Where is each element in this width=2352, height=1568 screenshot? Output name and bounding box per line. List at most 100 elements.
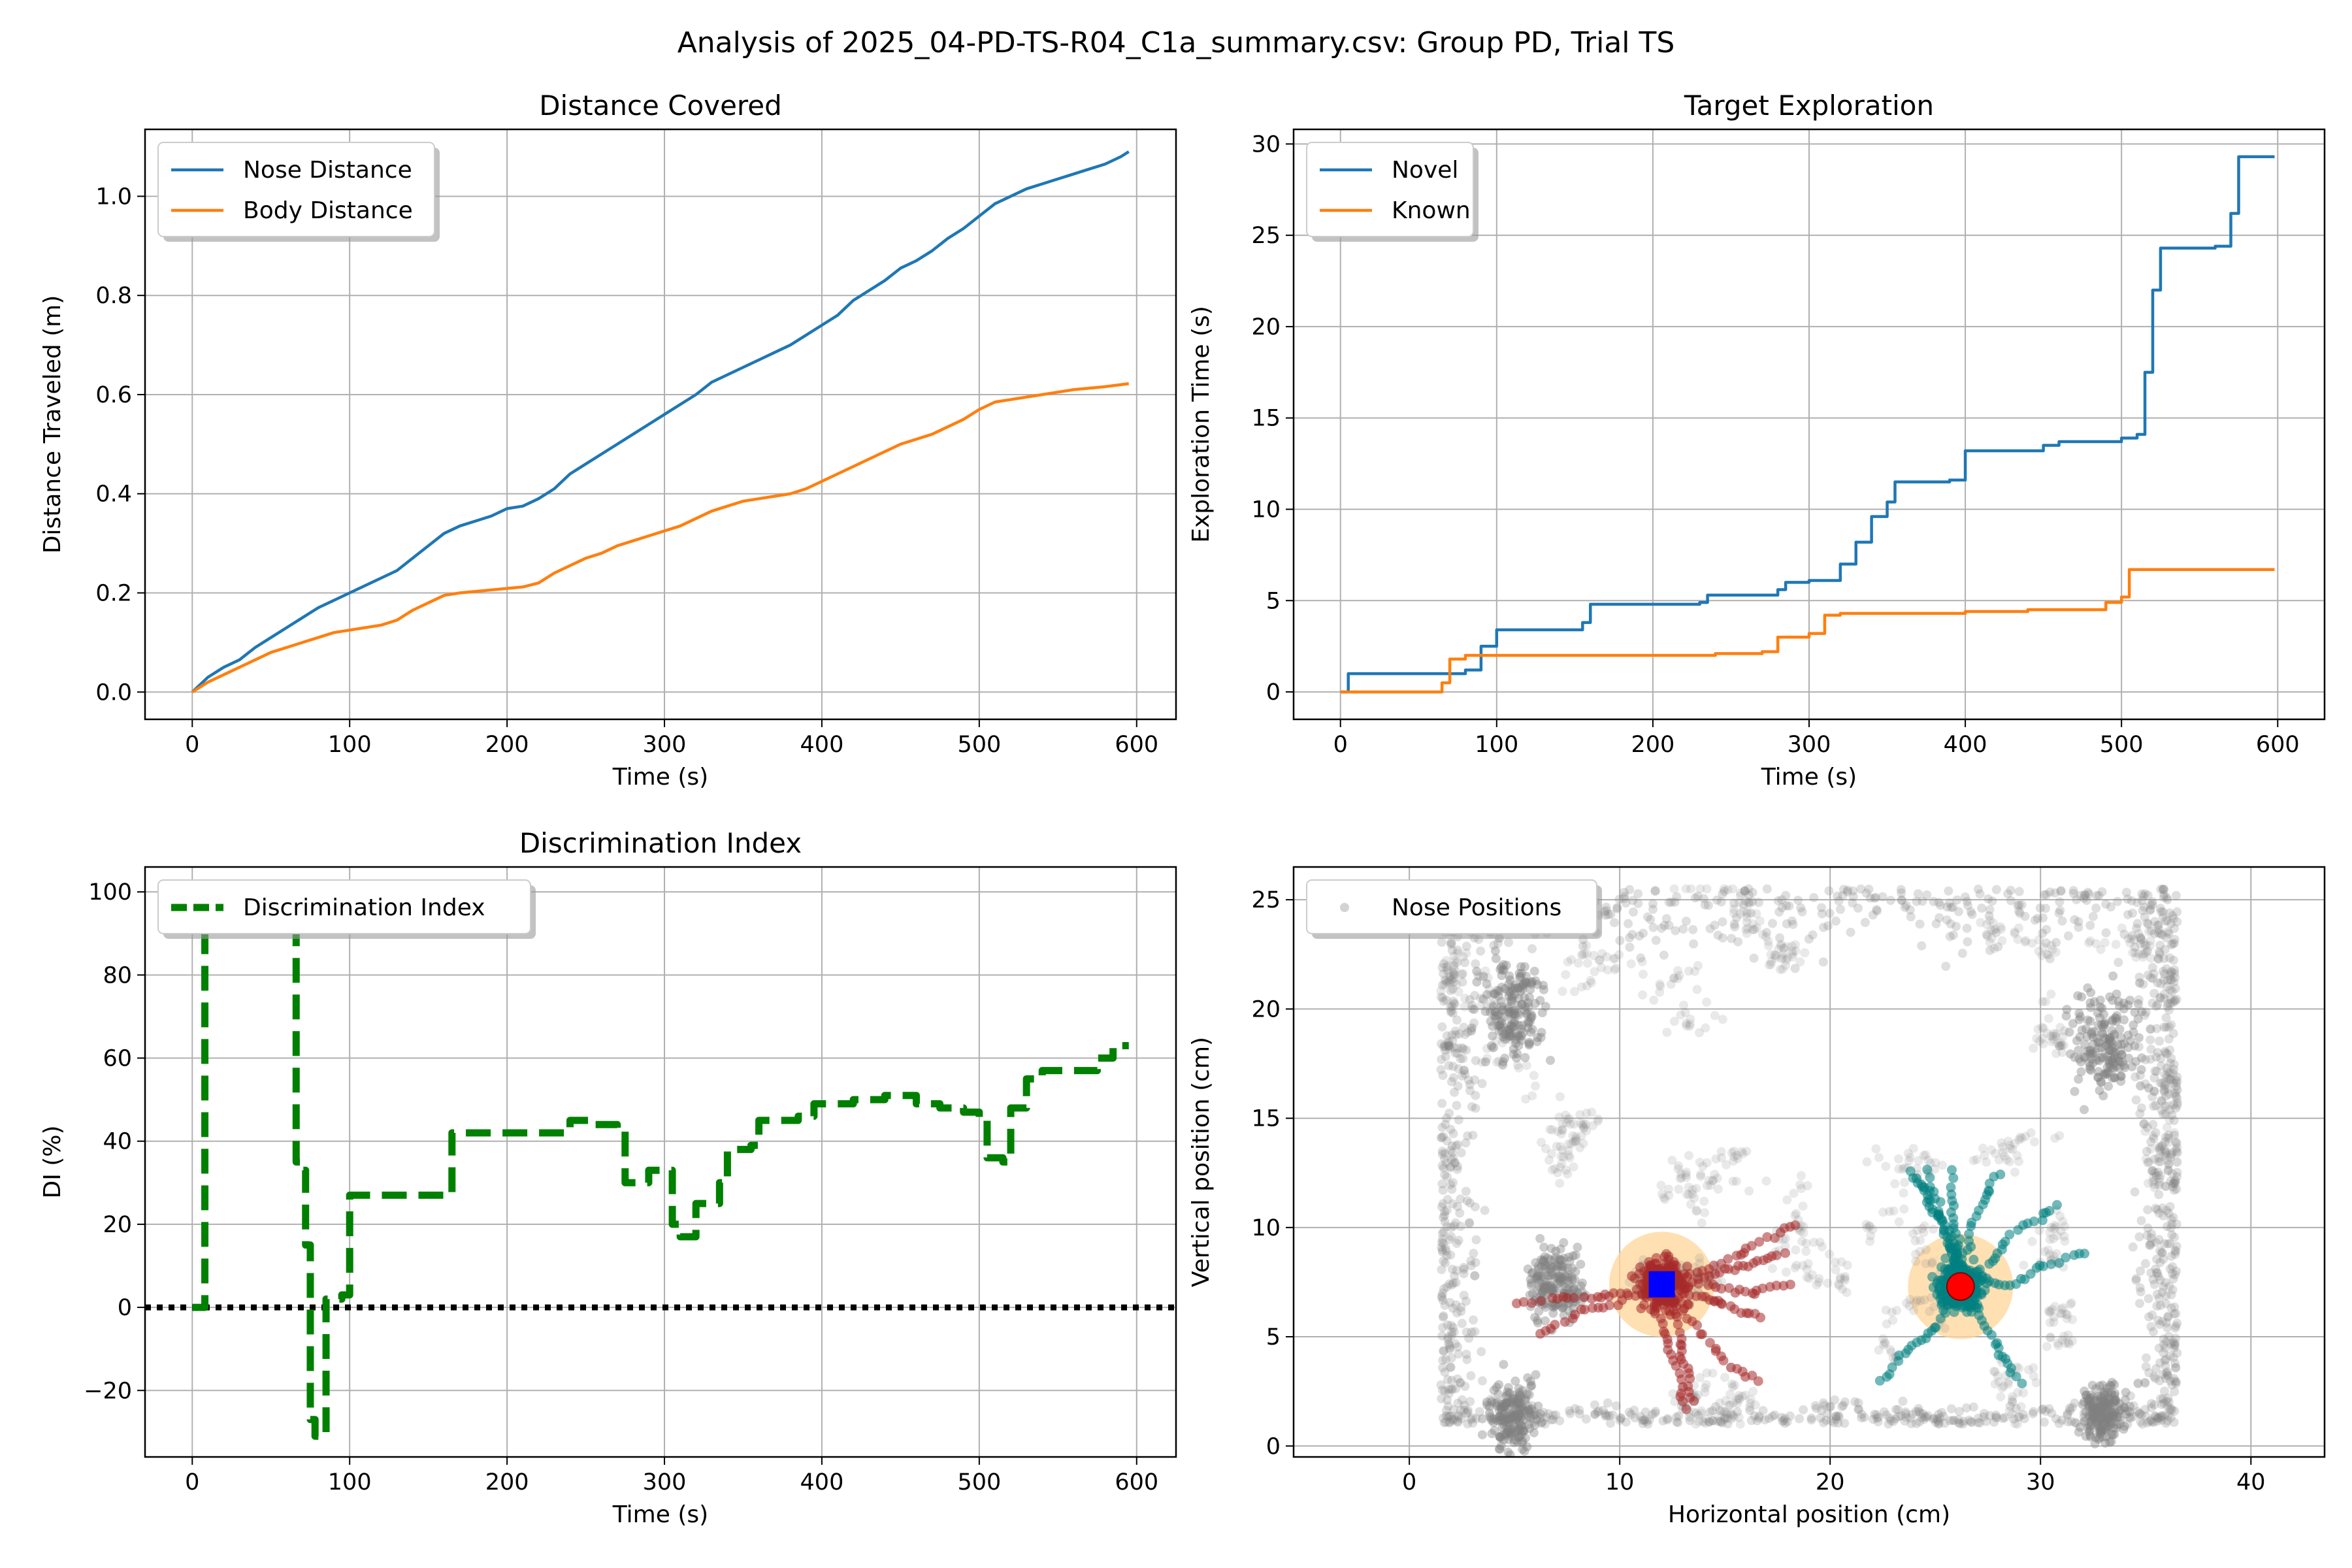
nose-position-point [1463, 1131, 1473, 1141]
nose-position-point [2140, 889, 2150, 899]
nose-position-point [2140, 1011, 2149, 1021]
nose-position-point [1452, 1015, 1462, 1025]
nose-position-point [1453, 1162, 1463, 1171]
nose-position-point [2138, 906, 2148, 915]
nose-position-point [1533, 1315, 1543, 1325]
nose-position-point [1812, 1403, 1821, 1413]
nose-position-point [1443, 1320, 1452, 1330]
nose-position-point [2159, 1254, 2168, 1264]
nose-position-point [2131, 1275, 2141, 1285]
exploration-point [2061, 1252, 2071, 1263]
nose-position-point [2153, 1000, 2163, 1009]
nose-position-point [2163, 999, 2173, 1009]
nose-position-point [1438, 1322, 1448, 1332]
nose-position-point [1934, 1419, 1944, 1429]
nose-position-point [1825, 1402, 1835, 1412]
nose-position-point [1853, 903, 1863, 913]
nose-position-point [2170, 1175, 2180, 1185]
nose-position-point [1846, 928, 1855, 938]
nose-position-point [1633, 898, 1643, 908]
nose-position-point [1716, 1147, 1726, 1156]
nose-position-point [1833, 891, 1842, 901]
nose-position-point [2163, 1166, 2173, 1175]
nose-position-point [1752, 1416, 1762, 1426]
nose-position-point [1781, 960, 1791, 970]
nose-position-point [2138, 979, 2148, 989]
y-tick-label: 30 [1251, 131, 1281, 157]
nose-position-point [2169, 1309, 2179, 1319]
nose-position-point [1825, 909, 1835, 919]
nose-position-point [1967, 909, 1977, 919]
nose-position-point [1468, 1130, 1478, 1140]
nose-position-point [2161, 1109, 2170, 1119]
nose-position-point [1462, 1354, 1472, 1364]
nose-position-point [1480, 1007, 1490, 1017]
nose-position-point [2172, 1241, 2181, 1251]
nose-position-point [2158, 1394, 2168, 1404]
nose-position-point [2079, 893, 2089, 903]
nose-position-point [1748, 897, 1757, 907]
nose-position-point [1471, 1258, 1480, 1267]
nose-position-point [2154, 1157, 2164, 1167]
nose-position-point [1535, 1413, 1545, 1423]
nose-position-point [2168, 1169, 2178, 1179]
nose-position-point [2166, 1303, 2176, 1313]
nose-position-point [2105, 1399, 2115, 1409]
nose-position-point [1767, 1264, 1777, 1273]
nose-position-point [1688, 924, 1698, 934]
nose-position-point [1450, 1339, 1460, 1348]
nose-position-point [1609, 918, 1619, 928]
nose-position-point [1603, 1398, 1612, 1408]
nose-position-point [1456, 1222, 1465, 1232]
nose-position-point [2158, 912, 2168, 922]
nose-position-point [2166, 1215, 2176, 1224]
nose-position-point [1518, 1405, 1527, 1414]
nose-position-point [1470, 1271, 1480, 1281]
y-tick-label: 1.0 [95, 184, 132, 210]
nose-position-point [1803, 1181, 1812, 1190]
nose-position-point [1450, 1026, 1460, 1036]
nose-position-point [2156, 979, 2166, 988]
nose-position-point [2170, 1232, 2180, 1242]
nose-position-point [1913, 889, 1923, 899]
nose-position-point [2166, 1339, 2176, 1349]
nose-position-point [2162, 1318, 2172, 1328]
nose-position-point [2153, 1205, 2163, 1215]
nose-position-point [1456, 1414, 1466, 1424]
nose-position-point [1446, 1320, 1456, 1330]
nose-position-point [1447, 1001, 1457, 1011]
nose-position-point [1699, 894, 1708, 904]
nose-position-point [1923, 1155, 1933, 1165]
nose-position-point [1901, 1407, 1910, 1417]
nose-position-point [1577, 950, 1587, 960]
nose-position-point [2168, 1182, 2178, 1192]
nose-position-point [1467, 1327, 1477, 1337]
nose-position-point [2014, 900, 2024, 910]
nose-position-point [1476, 946, 1486, 956]
discrimination-plot: 0 100 200 300 400 500 600−20020406080100Discri… [39, 827, 1177, 1528]
nose-position-point [1443, 1412, 1453, 1422]
nose-position-point [1870, 893, 1880, 903]
nose-position-point [2028, 1409, 2038, 1418]
nose-position-point [1885, 1413, 1895, 1423]
nose-position-point [1920, 1412, 1930, 1422]
nose-position-point [2084, 938, 2094, 948]
nose-position-point [2164, 1034, 2174, 1044]
nose-position-point [2083, 887, 2093, 897]
nose-position-point [1782, 1195, 1792, 1205]
nose-position-point [2044, 1404, 2054, 1414]
nose-position-point [2144, 1083, 2153, 1093]
nose-position-point [1497, 1398, 1507, 1408]
nose-position-point [1531, 1370, 1541, 1380]
nose-position-point [2023, 1365, 2033, 1375]
nose-position-point [1912, 1419, 1921, 1429]
nose-position-point [1726, 1409, 1736, 1419]
nose-position-point [1451, 1030, 1461, 1039]
nose-position-point [2155, 993, 2165, 1003]
nose-position-point [2067, 1403, 2077, 1413]
nose-position-point [2084, 889, 2094, 899]
nose-position-point [1987, 933, 1997, 943]
nose-position-point [2157, 1105, 2166, 1115]
nose-position-point [2097, 887, 2107, 897]
nose-position-point [1748, 888, 1757, 898]
